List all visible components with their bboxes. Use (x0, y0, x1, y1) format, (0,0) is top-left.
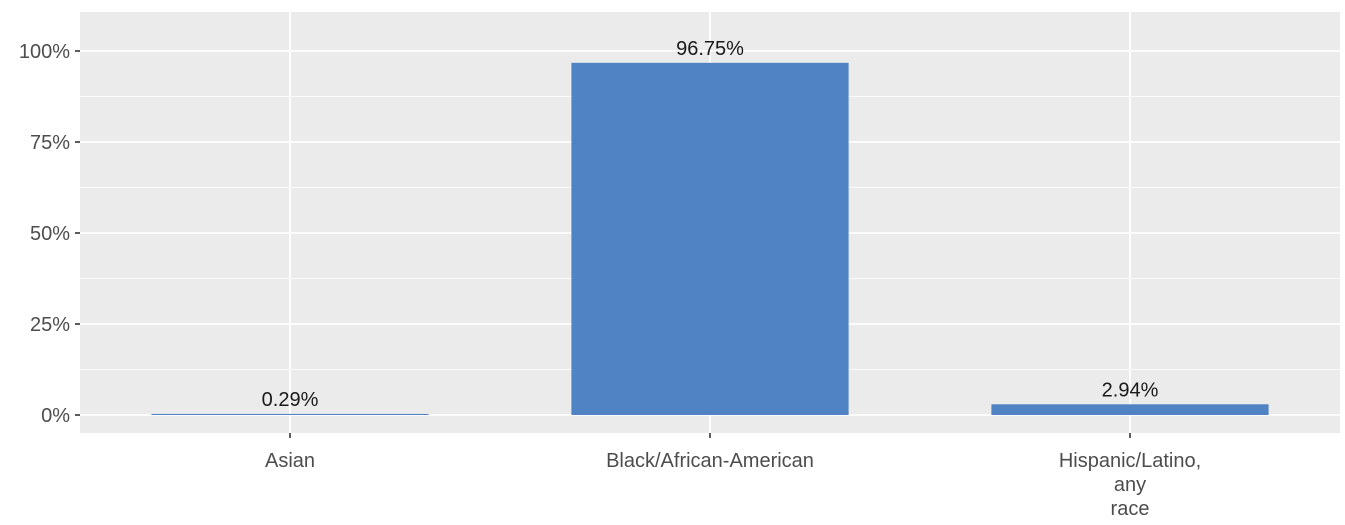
bars (151, 62, 1269, 416)
data-label: 2.94% (1102, 379, 1159, 401)
y-tick-label: 50% (30, 223, 70, 245)
data-labels: 0.29% 96.75% 2.94% (262, 38, 1159, 411)
y-axis: 0% 25% 50% 75% 100% (19, 41, 80, 427)
y-tick-label: 25% (30, 314, 70, 336)
bar (991, 404, 1269, 415)
data-label: 0.29% (262, 389, 319, 411)
bar (151, 413, 429, 415)
y-tick-label: 100% (19, 41, 70, 63)
y-tick-label: 0% (41, 405, 70, 427)
y-tick-label: 75% (30, 132, 70, 154)
bar (571, 62, 849, 416)
data-label: 96.75% (676, 38, 744, 60)
x-tick-label: Hispanic/Latino, any race (1059, 450, 1201, 520)
x-axis: Asian Black/African-American Hispanic/Lati… (265, 433, 1201, 520)
x-tick-label: Black/African-American (606, 450, 814, 472)
x-tick-label: Asian (265, 450, 315, 472)
